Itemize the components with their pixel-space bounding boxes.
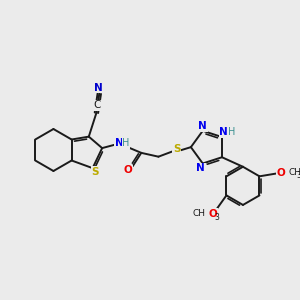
Text: CH: CH (192, 209, 206, 218)
Text: N: N (198, 121, 207, 131)
Text: N: N (94, 83, 103, 93)
Text: 3: 3 (214, 213, 219, 222)
Text: C: C (94, 100, 101, 110)
Text: N: N (220, 127, 228, 137)
Text: 3: 3 (297, 171, 300, 180)
Text: H: H (228, 127, 235, 137)
Text: N: N (196, 163, 205, 173)
Text: N: N (115, 138, 124, 148)
Text: S: S (92, 167, 99, 177)
Text: O: O (209, 208, 218, 218)
Text: CH: CH (288, 168, 300, 177)
Text: H: H (122, 138, 130, 148)
Text: O: O (124, 165, 132, 175)
Text: O: O (276, 167, 285, 178)
Text: S: S (173, 144, 180, 154)
